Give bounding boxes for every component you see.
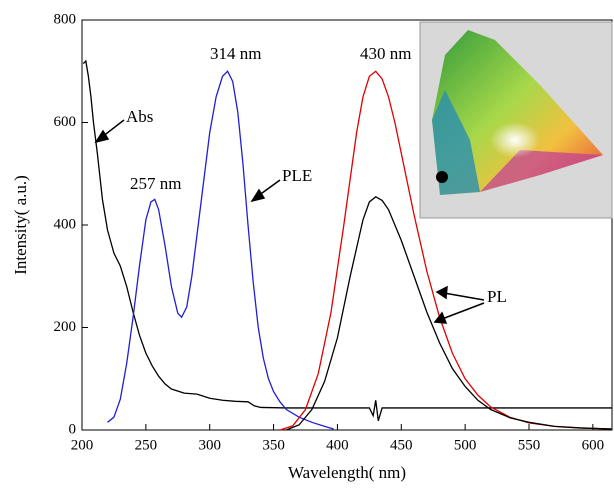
annotation: PL bbox=[487, 287, 507, 306]
annotation: 257 nm bbox=[130, 174, 181, 193]
x-tick-label: 500 bbox=[454, 437, 477, 453]
y-tick-label: 600 bbox=[54, 114, 77, 130]
x-tick-label: 300 bbox=[198, 437, 221, 453]
series-line bbox=[279, 70, 613, 431]
x-tick-label: 200 bbox=[71, 437, 94, 453]
arrows bbox=[94, 119, 485, 324]
series-line bbox=[107, 70, 334, 430]
x-tick-label: 400 bbox=[326, 437, 349, 453]
annotation: PLE bbox=[282, 166, 312, 185]
annotation: 314 nm bbox=[210, 44, 261, 63]
y-tick-label: 400 bbox=[54, 216, 77, 232]
x-tick-label: 600 bbox=[582, 437, 605, 453]
y-tick-label: 800 bbox=[54, 11, 77, 27]
x-tick-label: 450 bbox=[390, 437, 413, 453]
y-axis-label: Intensity( a.u.) bbox=[11, 175, 30, 275]
x-tick-label: 250 bbox=[135, 437, 158, 453]
x-tick-label: 550 bbox=[518, 437, 541, 453]
x-axis-label: Wavelength( nm) bbox=[288, 463, 406, 482]
y-tick-label: 0 bbox=[69, 421, 77, 437]
series-line bbox=[82, 59, 612, 421]
y-tick-label: 200 bbox=[54, 319, 77, 335]
x-tick-label: 350 bbox=[262, 437, 285, 453]
annotation: Abs bbox=[126, 107, 153, 126]
annotation: 430 nm bbox=[360, 44, 411, 63]
cie-inset bbox=[419, 21, 613, 219]
series-line bbox=[286, 196, 613, 431]
